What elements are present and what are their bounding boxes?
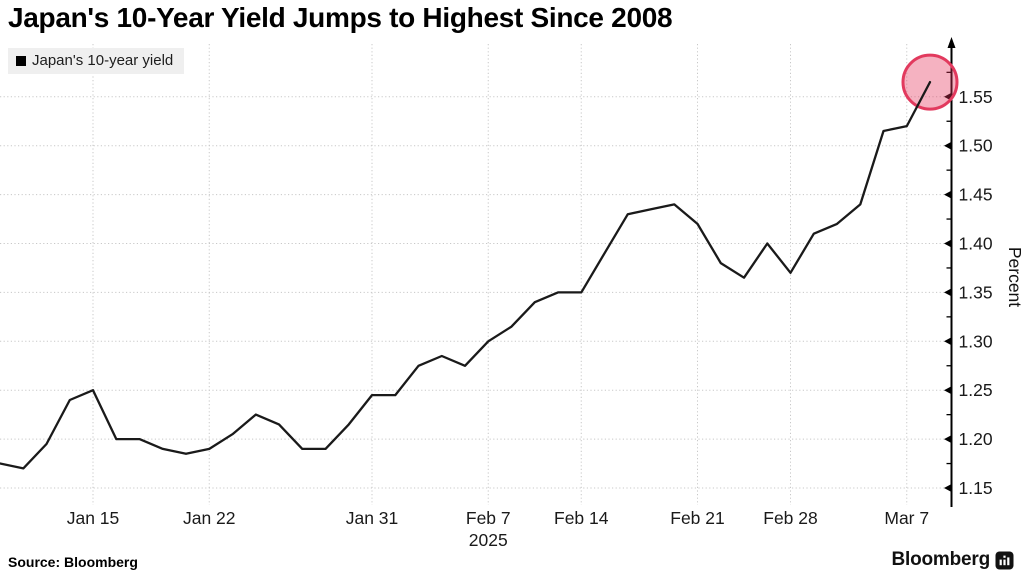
x-axis-labels: Jan 15 Jan 22 Jan 31 Feb 7 Feb 14 Feb 21 Feb 2… [67,508,929,550]
legend-label: Japan's 10-year yield [32,52,174,69]
y-tick-label: 1.35 [959,282,993,302]
x-tick-label: Feb 28 [763,508,817,528]
x-tick-label: Mar 7 [884,508,929,528]
y-major-tick [944,190,952,199]
y-tick-label: 1.45 [959,185,993,205]
yield-line [0,80,932,470]
bloomberg-terminal-icon [995,551,1014,569]
y-tick-label: 1.40 [959,234,993,254]
x-tick-label: Jan 15 [67,508,120,528]
y-major-tick [944,288,952,297]
series-layer [0,53,959,470]
legend: Japan's 10-year yield [8,48,185,74]
y-major-tick [944,141,952,150]
x-tick-label: Jan 22 [183,508,236,528]
y-axis-arrow-icon [947,37,956,48]
y-axis-title: Percent [1005,247,1024,307]
bloomberg-wordmark: Bloomberg [891,549,991,570]
y-tick-label: 1.50 [959,136,993,156]
y-major-tick [944,239,952,248]
x-axis-year-label: 2025 [469,530,508,550]
x-tick-label: Jan 31 [346,508,399,528]
gridlines [0,44,952,505]
y-tick-label: 1.30 [959,331,993,351]
chart-title: Japan's 10-Year Yield Jumps to Highest S… [8,2,673,33]
y-major-tick [944,337,952,346]
bloomberg-logo: Bloomberg [892,549,1014,571]
y-major-tick [944,435,952,444]
legend-marker-icon [16,55,26,66]
y-major-tick [944,484,952,492]
x-tick-label: Feb 14 [554,508,609,528]
y-tick-label: 1.25 [959,380,993,400]
y-tick-label: 1.55 [959,87,993,107]
y-tick-label: 1.15 [959,478,993,498]
y-tick-label: 1.20 [959,429,993,449]
y-axis-labels: 1.15 1.20 1.25 1.30 1.35 1.40 1.45 1.50 1.55 Perc… [959,87,1024,498]
x-tick-label: Feb 7 [466,508,511,528]
y-axis [944,37,956,507]
x-tick-label: Feb 21 [670,508,724,528]
source-note: Source: Bloomberg [8,554,138,570]
y-major-tick [944,386,952,395]
